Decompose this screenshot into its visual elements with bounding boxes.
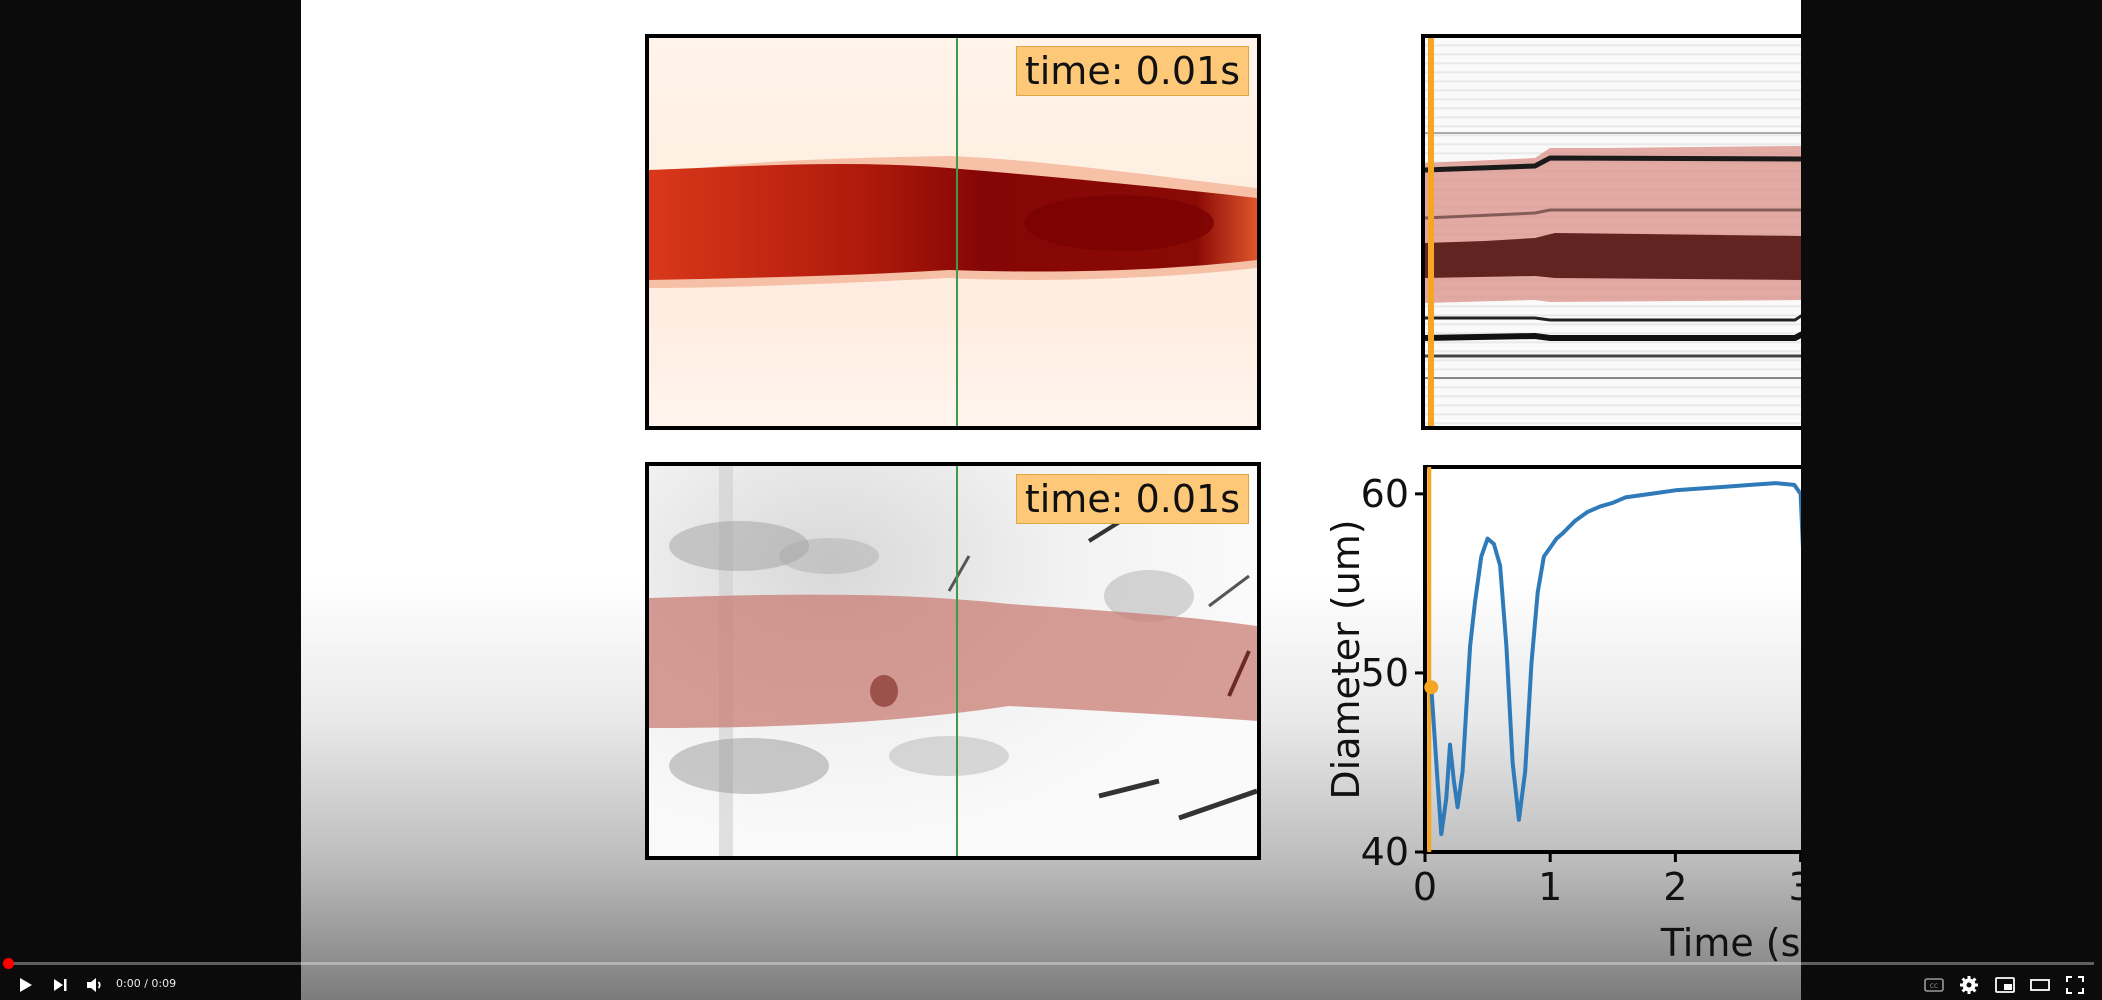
fullscreen-button[interactable] bbox=[2063, 973, 2087, 997]
volume-button[interactable] bbox=[83, 973, 107, 997]
x-tick-label: 0 bbox=[1413, 865, 1437, 909]
x-axis-label: Time (s) bbox=[1660, 921, 1801, 965]
x-tick-label: 3 bbox=[1789, 865, 1801, 909]
kymograph-panel bbox=[1421, 34, 1801, 430]
miniplayer-button[interactable] bbox=[1993, 973, 2017, 997]
play-button[interactable] bbox=[13, 973, 37, 997]
time-label: time: 0.01s bbox=[1015, 474, 1249, 524]
diameter-series-line bbox=[1429, 481, 1801, 837]
heatmap-panel: time: 0.01s bbox=[645, 34, 1261, 430]
x-tick-label: 2 bbox=[1663, 865, 1687, 909]
next-button[interactable] bbox=[48, 973, 72, 997]
kymograph-image bbox=[1425, 38, 1801, 426]
frame-cursor-line bbox=[956, 466, 958, 856]
frame-cursor-line bbox=[956, 38, 958, 426]
y-tick-label: 60 bbox=[1361, 472, 1409, 516]
y-tick-label: 40 bbox=[1361, 830, 1409, 874]
theater-button[interactable] bbox=[2028, 973, 2052, 997]
player-controls: 0:00 / 0:09 CC bbox=[0, 955, 2102, 1000]
volume-icon bbox=[87, 978, 101, 992]
y-tick-label: 50 bbox=[1361, 651, 1409, 695]
video-frame[interactable]: time: 0.01s time: 0.01s bbox=[301, 0, 1801, 1000]
time-label: time: 0.01s bbox=[1015, 46, 1249, 96]
time-display: 0:00 / 0:09 bbox=[116, 977, 177, 990]
progress-bar[interactable] bbox=[8, 962, 2094, 965]
plot-frame bbox=[1423, 465, 1801, 854]
settings-icon bbox=[1960, 976, 1978, 994]
theater-icon bbox=[2030, 979, 2050, 991]
vessel-heat-shape bbox=[649, 156, 1257, 288]
fullscreen-icon bbox=[2066, 976, 2084, 994]
vessel-microscopy-shape bbox=[649, 466, 1257, 856]
captions-button[interactable]: CC bbox=[1922, 973, 1946, 997]
next-icon bbox=[54, 979, 67, 991]
play-icon bbox=[20, 978, 32, 992]
miniplayer-icon bbox=[1995, 977, 2015, 993]
settings-button[interactable] bbox=[1957, 973, 1981, 997]
x-tick-label: 1 bbox=[1538, 865, 1562, 909]
svg-text:CC: CC bbox=[1930, 983, 1938, 990]
current-time-marker bbox=[1424, 680, 1439, 695]
captions-icon: CC bbox=[1924, 978, 1944, 992]
y-axis-label: Diameter (um) bbox=[1324, 519, 1368, 799]
microscopy-panel: time: 0.01s bbox=[645, 462, 1261, 860]
progress-scrubber[interactable] bbox=[3, 958, 14, 969]
